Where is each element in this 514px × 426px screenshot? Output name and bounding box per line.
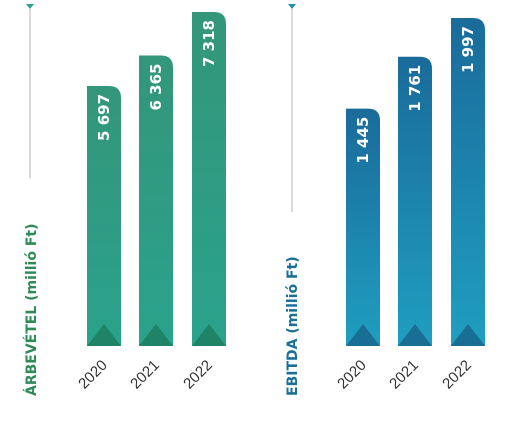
ebitda-bar-2022 xyxy=(451,18,485,346)
ebitda-value-label-2021: 1 761 xyxy=(406,65,424,112)
revenue-chart: ÁRBEVÉTEL (millió Ft) 5 697 2020 6 365 2021… xyxy=(23,4,226,396)
ebitda-bar-tip-2022 xyxy=(451,324,485,346)
revenue-tick-label-2020: 2020 xyxy=(75,357,111,393)
revenue-bar-2020 xyxy=(87,85,121,346)
revenue-value-label-2021: 6 365 xyxy=(147,63,165,110)
revenue-bar-2022 xyxy=(192,12,226,346)
ebitda-bar-2021 xyxy=(398,56,432,346)
ebitda-tick-label-2020: 2020 xyxy=(334,357,370,393)
revenue-bar-2021 xyxy=(139,55,173,347)
ebitda-value-label-2022: 1 997 xyxy=(459,26,477,73)
ebitda-value-label-2020: 1 445 xyxy=(354,117,372,164)
revenue-bar-tip-2021 xyxy=(139,324,173,346)
ebitda-bar-tip-2021 xyxy=(398,324,432,346)
ebitda-bars: 1 445 2020 1 761 2021 1 997 2022 xyxy=(334,18,485,392)
revenue-bar-tip-2020 xyxy=(87,324,121,346)
revenue-tick-label-2022: 2022 xyxy=(180,357,216,393)
revenue-bar-tip-2022 xyxy=(192,324,226,346)
ebitda-bar-2020 xyxy=(346,108,380,346)
revenue-tick-label-2021: 2021 xyxy=(127,357,163,393)
revenue-axis-title: ÁRBEVÉTEL (millió Ft) xyxy=(23,224,40,396)
ebitda-tick-label-2022: 2022 xyxy=(439,357,475,393)
ebitda-axis-title: EBITDA (millió Ft) xyxy=(285,256,301,396)
ebitda-axis-marker-icon xyxy=(288,4,296,9)
ebitda-chart: EBITDA (millió Ft) 1 445 2020 1 761 2021 1 9… xyxy=(285,4,485,396)
revenue-axis-marker-icon xyxy=(26,4,34,9)
revenue-value-label-2020: 5 697 xyxy=(95,94,113,141)
ebitda-bar-tip-2020 xyxy=(346,324,380,346)
revenue-value-label-2022: 7 318 xyxy=(200,20,218,67)
ebitda-tick-label-2021: 2021 xyxy=(386,357,422,393)
revenue-bars: 5 697 2020 6 365 2021 7 318 2022 xyxy=(75,12,226,392)
